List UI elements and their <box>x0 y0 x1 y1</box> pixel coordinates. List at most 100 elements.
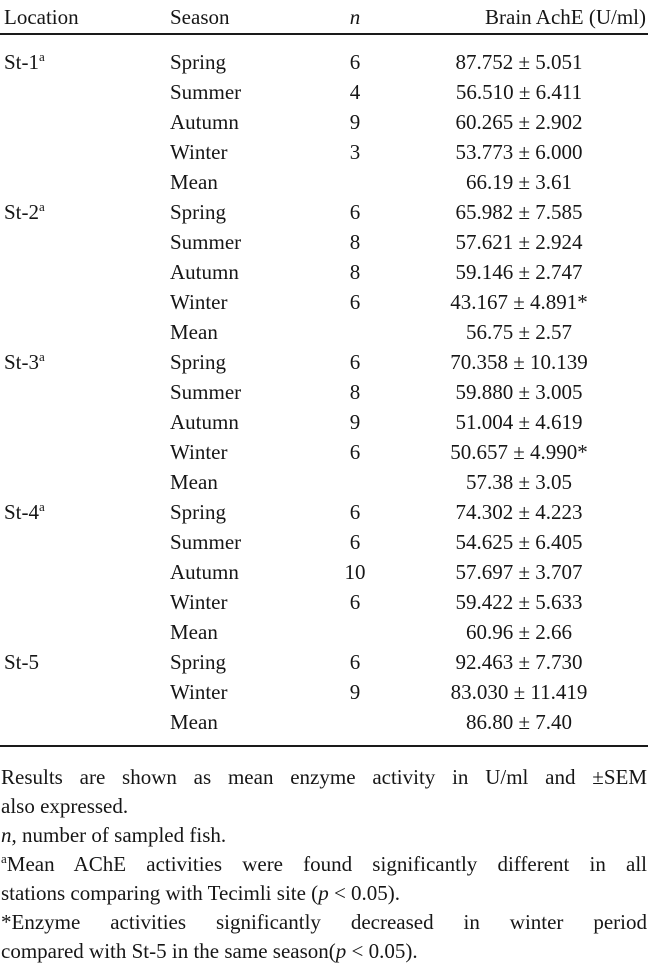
value-cell: 87.752 ± 5.051 <box>455 50 583 74</box>
season-cell: Spring <box>170 500 227 524</box>
location-superscript: a <box>39 499 45 514</box>
footnote-text: stations comparing with Tecimli site ( <box>1 881 319 905</box>
value-cell: 59.146 ± 2.747 <box>455 260 583 284</box>
location-superscript: a <box>39 349 45 364</box>
location-cell <box>0 677 170 707</box>
table-row: Autumn 8 59.146 ± 2.747 <box>0 257 648 287</box>
season-cell: Summer <box>170 230 242 254</box>
table-row: Mean 57.38 ± 3.05 <box>0 467 648 497</box>
table-row: Winter 3 53.773 ± 6.000 <box>0 137 648 167</box>
location-cell: St-5 <box>4 650 40 674</box>
table-row: St-4a Spring 6 74.302 ± 4.223 <box>0 497 648 527</box>
table-row: Summer 8 59.880 ± 3.005 <box>0 377 648 407</box>
season-cell: Mean <box>170 170 218 194</box>
table-row: Summer 4 56.510 ± 6.411 <box>0 77 648 107</box>
n-cell: 8 <box>349 260 361 284</box>
value-cell: 43.167 ± 4.891* <box>450 290 588 314</box>
table-row: St-1a Spring 6 87.752 ± 5.051 <box>0 47 648 77</box>
location-cell <box>0 557 170 587</box>
season-cell: Winter <box>170 680 228 704</box>
location-cell <box>0 137 170 167</box>
n-cell <box>320 317 390 347</box>
value-cell: 50.657 ± 4.990* <box>450 440 588 464</box>
table-row: Summer 6 54.625 ± 6.405 <box>0 527 648 557</box>
footnote-line: also expressed. <box>0 792 648 821</box>
season-cell: Spring <box>170 200 227 224</box>
table-row: Mean 56.75 ± 2.57 <box>0 317 648 347</box>
n-cell: 6 <box>349 530 361 554</box>
table-row: Winter 6 43.167 ± 4.891* <box>0 287 648 317</box>
table-row: Winter 6 59.422 ± 5.633 <box>0 587 648 617</box>
table-row: Autumn 9 51.004 ± 4.619 <box>0 407 648 437</box>
table-footnotes: Results are shown as mean enzyme activit… <box>0 763 648 966</box>
season-cell: Summer <box>170 80 242 104</box>
n-cell <box>320 707 390 737</box>
table-row: Winter 9 83.030 ± 11.419 <box>0 677 648 707</box>
location-cell <box>0 617 170 647</box>
location-cell <box>0 317 170 347</box>
n-cell: 10 <box>344 560 366 584</box>
location-cell: St-2a <box>4 199 45 224</box>
footnote-line: stations comparing with Tecimli site (p … <box>0 879 648 908</box>
footnote-text: Results are shown as mean enzyme activit… <box>1 765 647 789</box>
footnote-line: Results are shown as mean enzyme activit… <box>0 763 648 792</box>
value-cell: 92.463 ± 7.730 <box>455 650 583 674</box>
value-cell: 60.265 ± 2.902 <box>455 110 583 134</box>
value-cell: 65.982 ± 7.585 <box>455 200 583 224</box>
value-cell: 54.625 ± 6.405 <box>455 530 583 554</box>
location-cell <box>0 77 170 107</box>
n-cell: 8 <box>349 230 361 254</box>
location-cell: St-1a <box>4 49 45 74</box>
value-cell: 83.030 ± 11.419 <box>450 680 588 704</box>
value-cell: 86.80 ± 7.40 <box>465 710 573 734</box>
n-cell: 6 <box>349 440 361 464</box>
location-cell <box>0 587 170 617</box>
n-cell: 6 <box>349 290 361 314</box>
value-cell: 60.96 ± 2.66 <box>465 620 573 644</box>
table-row: Mean 86.80 ± 7.40 <box>0 707 648 737</box>
footnote-text: , number of sampled fish. <box>11 823 227 847</box>
footnote-text: Mean AChE activities were found signific… <box>6 852 647 876</box>
location-cell <box>0 467 170 497</box>
value-cell: 53.773 ± 6.000 <box>455 140 583 164</box>
season-cell: Winter <box>170 440 228 464</box>
footnote-line: *Enzyme activities significantly decreas… <box>0 908 648 937</box>
location-cell <box>0 377 170 407</box>
n-cell: 3 <box>349 140 361 164</box>
value-cell: 59.422 ± 5.633 <box>455 590 583 614</box>
location-cell <box>0 407 170 437</box>
footnote-line: compared with St-5 in the same season(p … <box>0 937 648 966</box>
n-cell: 6 <box>349 50 361 74</box>
value-cell: 51.004 ± 4.619 <box>455 410 583 434</box>
season-cell: Autumn <box>170 110 239 134</box>
footnote-line: n, number of sampled fish. <box>0 821 648 850</box>
location-cell <box>0 107 170 137</box>
brain-ache-table: Location Season n Brain AchE (U/ml) St-1… <box>0 0 648 747</box>
location-cell <box>0 437 170 467</box>
footnote-text: p <box>318 881 329 905</box>
n-cell: 8 <box>349 380 361 404</box>
location-superscript: a <box>39 49 45 64</box>
season-cell: Spring <box>170 50 227 74</box>
n-cell <box>320 617 390 647</box>
value-cell: 74.302 ± 4.223 <box>455 500 583 524</box>
n-cell: 6 <box>349 350 361 374</box>
table-row: St-3a Spring 6 70.358 ± 10.139 <box>0 347 648 377</box>
col-header-season: Season <box>170 5 230 29</box>
season-cell: Autumn <box>170 560 239 584</box>
table-row: Summer 8 57.621 ± 2.924 <box>0 227 648 257</box>
season-cell: Summer <box>170 380 242 404</box>
table-header-row: Location Season n Brain AchE (U/ml) <box>0 0 648 35</box>
value-cell: 59.880 ± 3.005 <box>455 380 583 404</box>
n-cell: 4 <box>349 80 361 104</box>
n-cell <box>320 467 390 497</box>
season-cell: Mean <box>170 320 218 344</box>
location-cell: St-3a <box>4 349 45 374</box>
season-cell: Winter <box>170 590 228 614</box>
location-cell: St-4a <box>4 499 45 524</box>
col-header-n: n <box>349 5 361 29</box>
location-cell <box>0 227 170 257</box>
n-cell: 6 <box>349 200 361 224</box>
table-row: St-5 Spring 6 92.463 ± 7.730 <box>0 647 648 677</box>
